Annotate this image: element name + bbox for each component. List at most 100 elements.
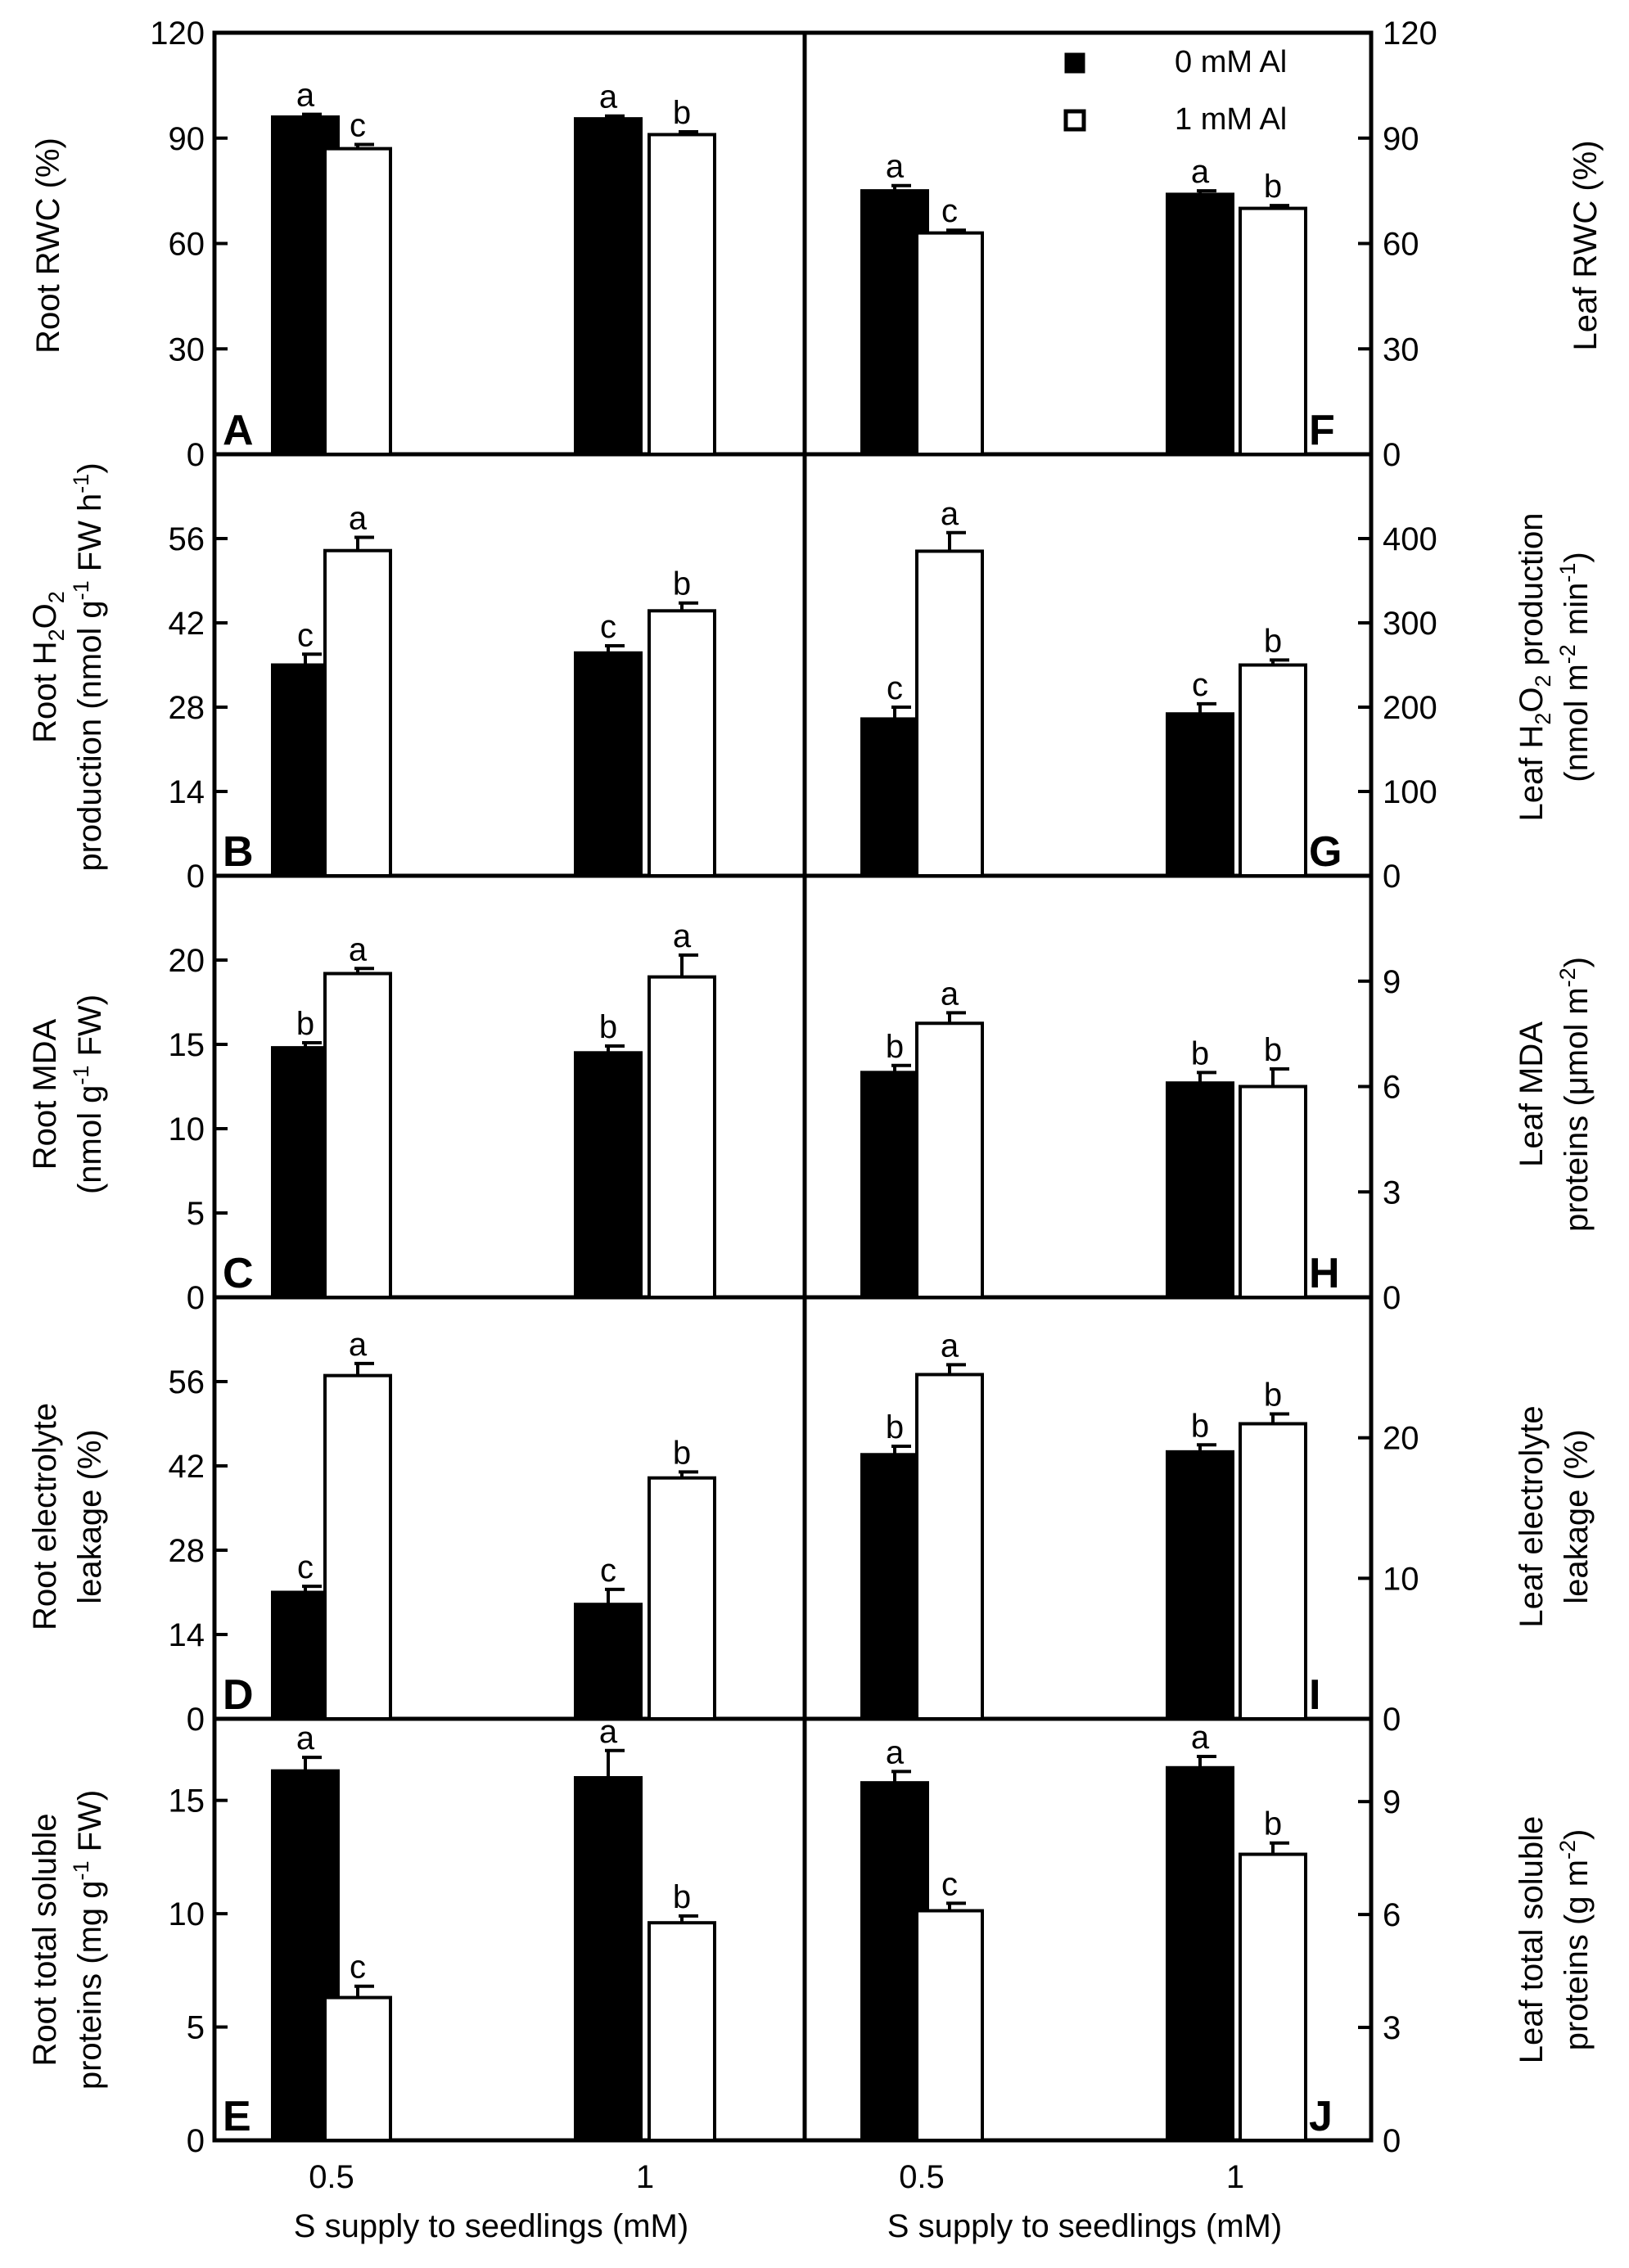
- y-tick-label: 200: [1383, 690, 1437, 726]
- ylabel-H: Leaf MDA proteins (μmol m-2): [1514, 957, 1595, 1232]
- y-tick-label: 42: [169, 606, 205, 642]
- significance-letter: b: [886, 1409, 904, 1445]
- significance-letter: b: [673, 95, 691, 131]
- x-category-left-0: 0.5: [309, 2159, 354, 2195]
- y-tick-label: 42: [169, 1449, 205, 1485]
- significance-letter: b: [673, 1435, 691, 1471]
- significance-letter: b: [1191, 1408, 1209, 1444]
- legend-label-1mM: 1 mM Al: [1175, 102, 1287, 137]
- bar-B-1mM-1: [648, 609, 716, 877]
- significance-letter: a: [349, 501, 368, 537]
- y-tick-label: 0: [1383, 859, 1401, 895]
- significance-letter: b: [1264, 1377, 1282, 1413]
- significance-letter: b: [673, 1879, 691, 1915]
- y-tick-label: 10: [1383, 1561, 1419, 1597]
- x-axis: 0.5 1 0.5 1 S supply to seedlings (mM) S…: [294, 2159, 1282, 2244]
- y-tick-label: 400: [1383, 521, 1437, 557]
- y-tick-label: 56: [169, 521, 205, 557]
- significance-letter: a: [1191, 154, 1210, 190]
- significance-letter: b: [886, 1029, 904, 1065]
- x-category-left-1: 1: [636, 2159, 654, 2195]
- panel-label-D: D: [223, 1671, 254, 1719]
- y-tick-label: 0: [187, 1280, 205, 1316]
- y-tick-label: 10: [169, 1896, 205, 1932]
- ylabel-B: Root H2O2production (nmol g-1 FW h-1): [27, 462, 108, 871]
- y-tick-label: 28: [169, 690, 205, 726]
- bar-C-0mM-1: [574, 1051, 643, 1300]
- significance-letter: a: [941, 496, 959, 532]
- y-tick-label: 3: [1383, 2010, 1401, 2046]
- bar-H-1mM-1: [1239, 1084, 1307, 1299]
- bar-B-0mM-1: [574, 651, 643, 877]
- significance-letter: b: [1264, 623, 1282, 659]
- y-tick-label: 15: [169, 1027, 205, 1063]
- bar-E-0mM-1: [574, 1775, 643, 2142]
- significance-letter: a: [1191, 1720, 1210, 1756]
- y-tick-label: 0: [187, 437, 205, 473]
- x-axis-title-right: S supply to seedlings (mM): [887, 2208, 1282, 2244]
- ylabel-I: Leaf electrolyte leakage (%): [1514, 1405, 1595, 1627]
- bar-I-1mM-0: [915, 1373, 984, 1720]
- bar-D-1mM-0: [323, 1373, 392, 1720]
- y-tick-label: 20: [1383, 1421, 1419, 1457]
- bar-G-0mM-1: [1166, 712, 1234, 877]
- significance-letter: a: [886, 1734, 905, 1770]
- panel-I: 0 10 20 b b a b I: [805, 1328, 1419, 1738]
- y-tick-label: 60: [169, 227, 205, 263]
- significance-letter: a: [349, 931, 368, 967]
- y-tick-label: 20: [169, 943, 205, 979]
- y-tick-label: 60: [1383, 227, 1419, 263]
- legend-label-0mM: 0 mM Al: [1175, 45, 1287, 79]
- significance-letter: b: [1264, 1806, 1282, 1842]
- y-tick-label: 5: [187, 1196, 205, 1232]
- significance-letter: c: [941, 1866, 958, 1902]
- y-tick-label: 120: [1383, 16, 1437, 52]
- legend-swatch-1mM: [1063, 109, 1086, 132]
- y-tick-label: 56: [169, 1364, 205, 1400]
- panel-E: 0 5 10 15 a a c b E: [169, 1714, 716, 2159]
- y-tick-label: 30: [169, 331, 205, 367]
- y-tick-label: 10: [169, 1111, 205, 1148]
- bar-E-1mM-1: [648, 1921, 716, 2143]
- panel-label-A: A: [223, 407, 254, 454]
- y-tick-label: 14: [169, 1617, 205, 1653]
- panel-B: 0 14 28 42 56 c c a b B: [169, 501, 805, 895]
- panel-label-G: G: [1309, 828, 1342, 876]
- y-tick-label: 0: [187, 859, 205, 895]
- panel-label-C: C: [223, 1250, 254, 1297]
- bar-D-1mM-1: [648, 1476, 716, 1720]
- significance-letter: b: [296, 1006, 314, 1042]
- bar-C-1mM-1: [648, 975, 716, 1299]
- y-tick-label: 15: [169, 1783, 205, 1819]
- y-tick-label: 5: [187, 2010, 205, 2046]
- bar-G-1mM-1: [1239, 663, 1307, 877]
- bar-J-1mM-1: [1239, 1852, 1307, 2142]
- panel-label-B: B: [223, 828, 254, 876]
- bar-A-1mM-0: [323, 147, 392, 456]
- significance-letter: a: [349, 1327, 368, 1363]
- bar-G-1mM-0: [915, 549, 984, 877]
- ylabel-J: Leaf total soluble proteins (g m-2): [1514, 1816, 1595, 2063]
- legend: 0 mM Al 1 mM Al: [1063, 45, 1287, 137]
- y-tick-label: 3: [1383, 1175, 1401, 1211]
- y-tick-label: 300: [1383, 606, 1437, 642]
- ylabel-E: Root total soluble proteins (mg g-1 FW): [27, 1790, 108, 2090]
- x-axis-title-left: S supply to seedlings (mM): [294, 2208, 688, 2244]
- significance-letter: a: [599, 79, 618, 115]
- bar-F-0mM-1: [1166, 192, 1234, 457]
- y-tick-label: 0: [1383, 1702, 1401, 1738]
- significance-letter: b: [1264, 1032, 1282, 1068]
- panel-J: 0 3 6 9 a a c b J: [860, 1720, 1401, 2159]
- panel-C: 0 5 10 15 20 b b a a C: [169, 918, 805, 1316]
- panel-label-F: F: [1309, 407, 1335, 454]
- significance-letter: c: [297, 617, 314, 653]
- significance-letter: a: [673, 918, 692, 954]
- y-tick-label: 120: [150, 16, 205, 52]
- significance-letter: c: [600, 1553, 616, 1589]
- significance-letter: c: [350, 107, 366, 143]
- y-tick-label: 6: [1383, 1897, 1401, 1933]
- bar-J-0mM-1: [1166, 1765, 1234, 2143]
